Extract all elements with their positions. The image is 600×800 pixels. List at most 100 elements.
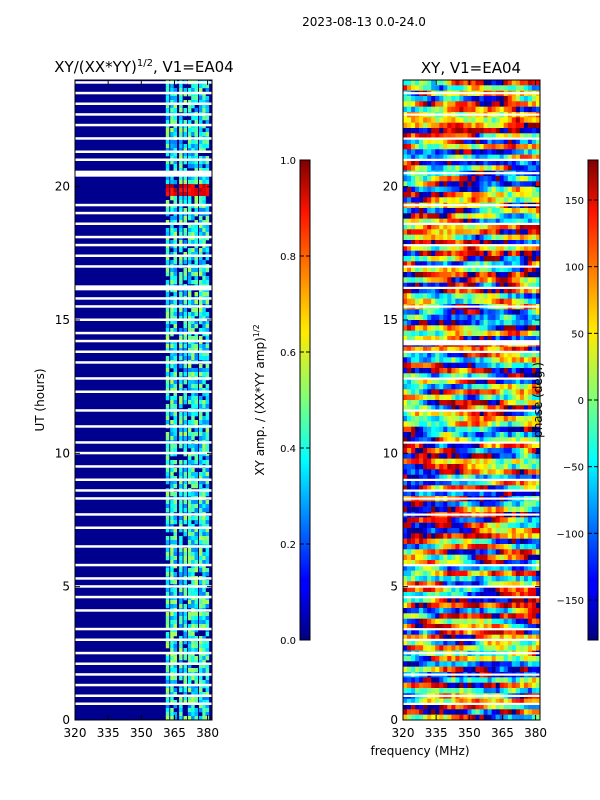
phase-cell	[411, 330, 416, 337]
phase-cell	[407, 117, 412, 123]
phase-cell	[511, 288, 517, 294]
phase-cell	[435, 80, 440, 86]
phase-cell	[411, 229, 416, 235]
amplitude-cell	[170, 556, 174, 561]
amplitude-cell	[194, 380, 198, 385]
colorbar-tick-label: 0.2	[280, 540, 296, 551]
phase-cell	[479, 330, 484, 337]
phase-cell	[531, 336, 537, 342]
amplitude-cell	[191, 272, 195, 277]
phase-cell	[487, 592, 492, 598]
amplitude-cell	[187, 600, 192, 605]
phase-cell	[415, 453, 420, 459]
phase-cell	[471, 154, 476, 161]
amplitude-cell	[173, 196, 177, 201]
phase-cell	[411, 533, 416, 539]
amplitude-cell	[202, 268, 206, 273]
phase-cell	[459, 133, 464, 139]
phase-cell	[503, 309, 508, 315]
phase-cell	[403, 362, 408, 369]
amplitude-cell	[170, 176, 174, 181]
phase-cell	[411, 192, 416, 198]
amplitude-cell	[187, 548, 192, 553]
phase-cell	[463, 554, 468, 561]
phase-cell	[483, 197, 488, 203]
amplitude-cell	[165, 140, 170, 145]
phase-cell	[519, 240, 525, 246]
phase-cell	[443, 176, 448, 182]
amplitude-cell	[173, 316, 177, 321]
phase-cell	[511, 421, 517, 427]
amplitude-cell	[170, 492, 174, 497]
phase-cell	[527, 432, 533, 438]
phase-cell	[459, 501, 464, 507]
amplitude-cell	[179, 208, 183, 213]
phase-cell	[435, 229, 440, 235]
phase-cell	[463, 378, 468, 385]
phase-cell	[451, 517, 456, 523]
amplitude-cell	[205, 160, 210, 165]
phase-cell	[403, 586, 408, 593]
phase-cell	[411, 357, 416, 363]
amplitude-flag-row	[75, 297, 212, 300]
amplitude-cell	[205, 100, 210, 105]
phase-cell	[447, 384, 452, 390]
phase-cell	[527, 325, 533, 331]
amplitude-cell	[165, 192, 170, 197]
phase-cell	[487, 117, 492, 123]
phase-cell	[447, 165, 452, 171]
phase-cell	[423, 474, 428, 481]
phase-cell	[455, 165, 460, 171]
phase-cell	[491, 229, 496, 235]
phase-cell	[507, 549, 513, 555]
phase-cell	[515, 426, 521, 433]
amplitude-cell	[202, 592, 206, 597]
phase-cell	[519, 106, 525, 113]
phase-cell	[403, 330, 408, 337]
phase-cell	[479, 576, 484, 582]
amplitude-cell	[187, 348, 192, 353]
phase-cell	[471, 293, 476, 299]
phase-cell	[519, 186, 525, 193]
phase-cell	[475, 272, 480, 278]
phase-cell	[527, 442, 533, 449]
phase-cell	[471, 437, 476, 443]
phase-cell	[407, 474, 412, 481]
phase-cell	[483, 261, 488, 267]
phase-cell	[411, 160, 416, 166]
amplitude-cell	[194, 292, 198, 297]
amplitude-cell	[165, 716, 170, 721]
phase-cell	[471, 277, 476, 283]
phase-cell	[455, 213, 460, 219]
phase-cell	[523, 197, 529, 203]
amplitude-cell	[194, 276, 198, 281]
phase-cell	[519, 352, 525, 358]
phase-cell	[447, 453, 452, 459]
phase-cell	[415, 442, 420, 449]
phase-cell	[451, 544, 456, 550]
phase-cell	[447, 320, 452, 326]
phase-cell	[411, 117, 416, 123]
phase-cell	[423, 533, 428, 539]
amplitude-cell	[183, 132, 187, 137]
phase-cell	[491, 480, 496, 486]
amplitude-cell	[199, 616, 203, 621]
phase-cell	[499, 288, 504, 294]
amplitude-cell	[202, 220, 206, 225]
phase-cell	[443, 506, 448, 513]
phase-cell	[499, 256, 504, 262]
phase-cell	[435, 261, 440, 267]
amplitude-cell	[199, 636, 203, 641]
phase-cell	[411, 480, 416, 486]
amplitude-cell	[173, 384, 177, 389]
phase-cell	[487, 538, 492, 545]
phase-cell	[467, 240, 472, 246]
amplitude-cell	[202, 656, 206, 661]
phase-cell	[471, 256, 476, 262]
phase-cell	[515, 176, 521, 182]
phase-cell	[479, 117, 484, 123]
phase-cell	[507, 133, 513, 139]
amplitude-cell	[187, 508, 192, 513]
phase-cell	[439, 538, 444, 545]
amplitude-cell	[187, 536, 192, 541]
